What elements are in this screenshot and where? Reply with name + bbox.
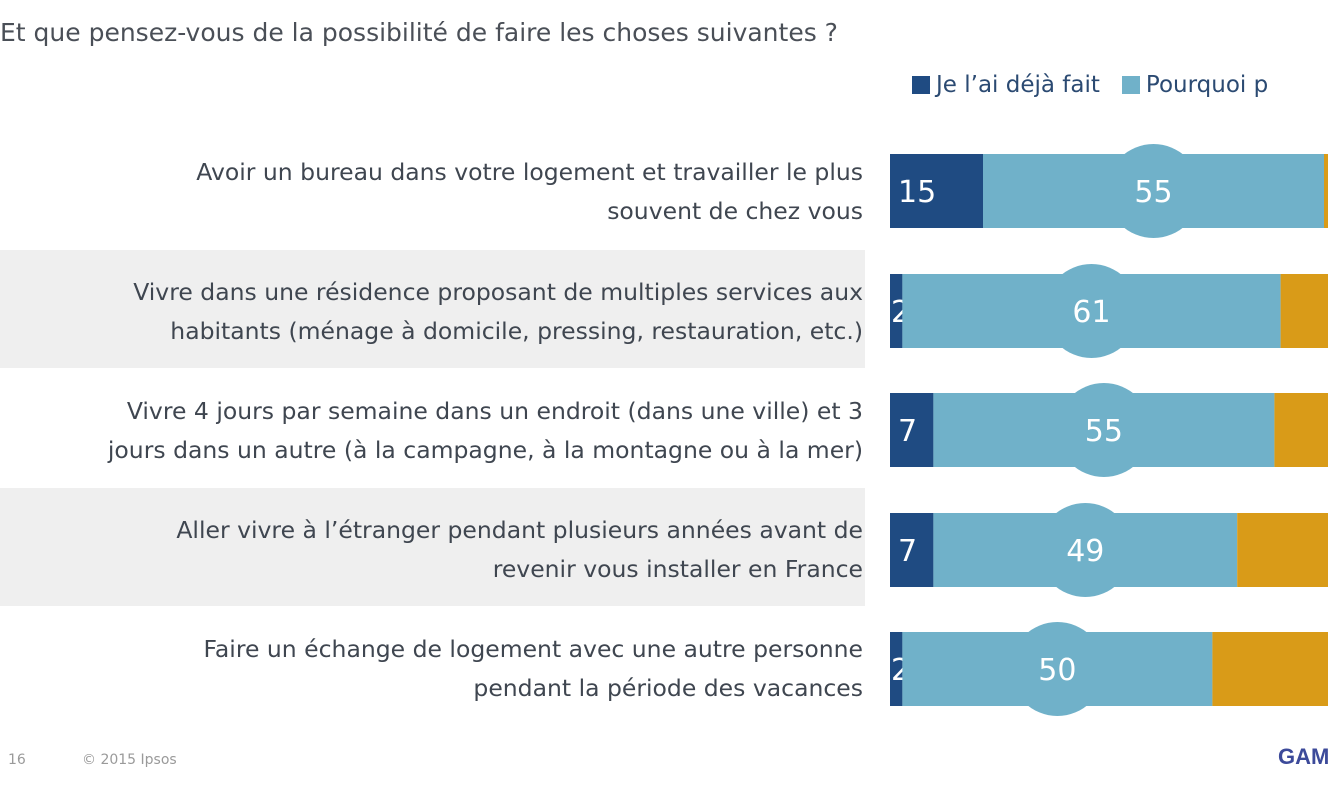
legend-item-1: Pourquoi p (1121, 72, 1269, 98)
bar-segment-1 (902, 632, 1213, 706)
bar-segment-0 (890, 154, 983, 228)
data-label: 15 (898, 175, 936, 210)
bar-segment-2 (1280, 274, 1328, 348)
label-line: habitants (ménage à domicile, pressing, … (170, 317, 863, 345)
bar-segment-2 (1274, 393, 1328, 467)
legend-label: Je l’ai déjà fait (936, 72, 1100, 98)
bar-segment-2 (1212, 632, 1328, 706)
data-label: 55 (1085, 414, 1123, 449)
label-line: Faire un échange de logement avec une au… (203, 635, 863, 663)
row-band (0, 488, 865, 606)
label-line: pendant la période des vacances (473, 674, 863, 702)
legend-label: Pourquoi p (1145, 72, 1269, 98)
chart-subtitle: Et que pensez-vous de la possibilité de … (0, 18, 838, 47)
label-line: Aller vivre à l’étranger pendant plusieu… (176, 516, 863, 544)
label-line: souvent de chez vous (607, 197, 863, 225)
label-line: Avoir un bureau dans votre logement et t… (196, 158, 863, 186)
bar-segment-1 (933, 513, 1238, 587)
logo: GAM (1278, 744, 1328, 769)
page-number: 16 (8, 752, 26, 768)
category-label: Aller vivre à l’étranger pendant plusieu… (0, 511, 863, 589)
label-line: revenir vous installer en France (492, 555, 863, 583)
bar-segment-2 (1324, 154, 1328, 228)
bar-segment-1 (902, 274, 1281, 348)
label-line: Vivre 4 jours par semaine dans un endroi… (126, 397, 863, 425)
copyright: © 2015 Ipsos (82, 752, 177, 768)
legend: Je l’ai déjà fait Pourquoi p (912, 72, 1268, 98)
bar-segment-1 (933, 393, 1275, 467)
legend-swatch (912, 76, 930, 94)
category-label: Vivre dans une résidence proposant de mu… (0, 273, 863, 351)
data-label: 50 (1038, 653, 1076, 688)
data-label: 7 (898, 414, 917, 449)
bar-segment-0 (890, 393, 934, 467)
label-line: Vivre dans une résidence proposant de mu… (133, 278, 863, 306)
legend-item-0: Je l’ai déjà fait (912, 72, 1100, 98)
data-label: 55 (1134, 175, 1172, 210)
legend-swatch (1121, 76, 1140, 94)
category-label: Avoir un bureau dans votre logement et t… (0, 153, 863, 231)
category-label: Faire un échange de logement avec une au… (0, 630, 863, 708)
bar-segment-2 (1237, 513, 1328, 587)
row-band (0, 250, 865, 368)
bar-segment-0 (890, 274, 903, 348)
data-label: 61 (1072, 295, 1110, 330)
data-label: 49 (1066, 534, 1104, 569)
label-line: jours dans un autre (à la campagne, à la… (107, 436, 863, 464)
data-label: 7 (898, 534, 917, 569)
bar-segment-1 (983, 154, 1324, 228)
bar-segment-0 (890, 513, 934, 587)
bar-segment-0 (890, 632, 903, 706)
category-label: Vivre 4 jours par semaine dans un endroi… (0, 392, 863, 470)
